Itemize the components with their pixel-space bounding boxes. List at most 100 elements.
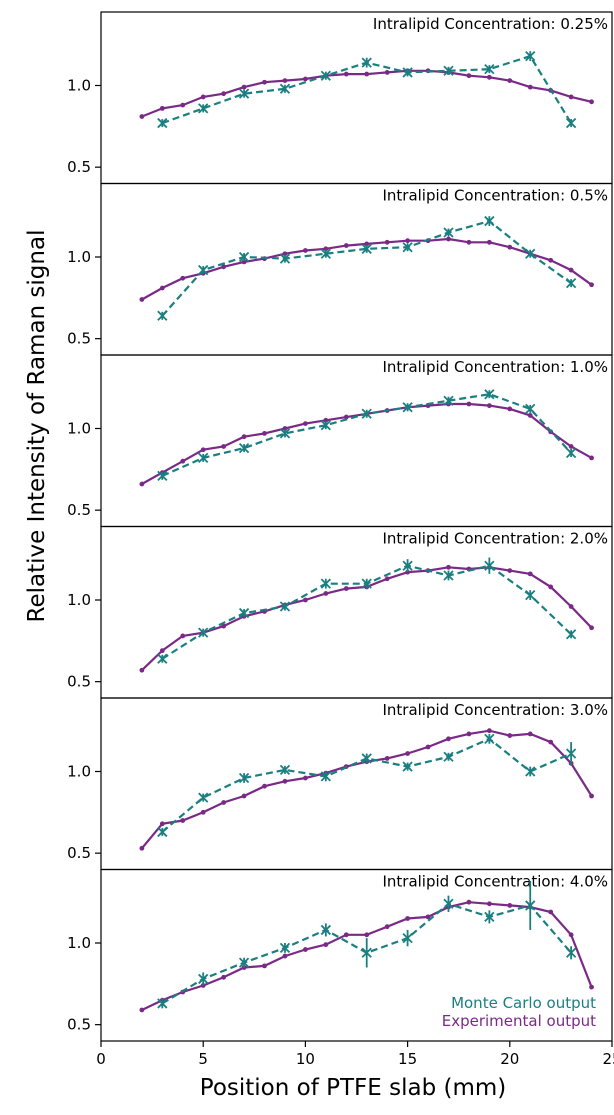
marker-experimental (221, 444, 227, 449)
y-tick-label: 0.5 (67, 330, 91, 348)
marker-monte-carlo (525, 403, 536, 415)
marker-monte-carlo (565, 748, 577, 759)
marker-experimental (507, 568, 513, 573)
marker-experimental (405, 751, 410, 756)
marker-experimental (405, 238, 410, 244)
marker-experimental (262, 963, 267, 969)
panel-2: 0.5 1.0 Intralipid Concentration: 0.5% (67, 182, 613, 356)
marker-experimental (568, 444, 574, 449)
y-tick-label: 1.0 (67, 420, 91, 438)
marker-monte-carlo (361, 753, 372, 764)
marker-experimental (486, 74, 492, 80)
marker-experimental (282, 78, 288, 83)
marker-experimental (139, 1007, 145, 1013)
panel-plot-area (139, 50, 594, 129)
marker-experimental (384, 239, 390, 245)
legend: Monte Carlo output Experimental output (442, 994, 596, 1030)
series-line-monte-carlo (161, 737, 572, 833)
marker-monte-carlo (157, 653, 168, 664)
marker-monte-carlo (484, 911, 495, 923)
panel-frame (100, 868, 613, 1042)
marker-experimental (200, 447, 206, 453)
marker-experimental (589, 793, 594, 799)
y-tick-label: 1.0 (67, 934, 91, 952)
marker-monte-carlo (320, 70, 331, 81)
marker-experimental (139, 297, 145, 302)
marker-experimental (486, 901, 492, 907)
marker-experimental (466, 899, 472, 905)
marker-experimental (139, 667, 145, 673)
marker-experimental (507, 244, 513, 250)
x-axis: 0 5 10 15 20 25 (96, 1041, 614, 1068)
marker-experimental (384, 924, 390, 930)
marker-experimental (343, 71, 349, 77)
marker-monte-carlo (279, 428, 291, 439)
marker-experimental (241, 84, 247, 90)
panel-plot-area (139, 389, 594, 487)
marker-experimental (589, 455, 594, 461)
marker-monte-carlo (198, 792, 209, 803)
marker-monte-carlo (157, 310, 168, 321)
marker-monte-carlo (402, 932, 413, 944)
marker-monte-carlo (279, 601, 291, 612)
panel-title: Intralipid Concentration: 2.0% (382, 530, 608, 548)
panel-6: 0.5 1.0 Intralipid Concentration: 4.0% (67, 868, 613, 1042)
y-tick-label: 1.0 (67, 763, 91, 781)
marker-monte-carlo (361, 578, 372, 589)
marker-experimental (323, 246, 329, 252)
panel-plot-area (139, 728, 594, 851)
panel-title: Intralipid Concentration: 1.0% (382, 358, 608, 376)
marker-experimental (180, 458, 186, 464)
marker-monte-carlo (157, 998, 168, 1009)
marker-monte-carlo (443, 395, 454, 406)
panel-frame (100, 525, 613, 699)
y-tick-label: 0.5 (67, 844, 91, 862)
marker-monte-carlo (238, 88, 250, 99)
marker-monte-carlo (279, 253, 291, 264)
marker-experimental (589, 282, 594, 288)
marker-monte-carlo (320, 771, 331, 782)
marker-experimental (180, 818, 186, 823)
marker-monte-carlo (484, 215, 495, 227)
marker-experimental (241, 793, 247, 799)
y-tick-label: 1.0 (67, 591, 91, 609)
marker-monte-carlo (361, 57, 372, 68)
marker-monte-carlo (402, 67, 413, 78)
y-axis-title: Relative Intensity of Raman signal (24, 230, 50, 623)
marker-monte-carlo (361, 243, 372, 254)
marker-monte-carlo (157, 470, 168, 482)
marker-experimental (527, 413, 533, 418)
series-line-experimental (141, 69, 592, 118)
marker-experimental (303, 947, 308, 952)
marker-monte-carlo (238, 251, 250, 263)
marker-experimental (446, 736, 451, 742)
marker-monte-carlo (198, 103, 209, 114)
panel-title: Intralipid Concentration: 0.25% (373, 15, 608, 33)
x-tick-label: 15 (398, 1050, 417, 1068)
marker-experimental (303, 248, 308, 253)
marker-experimental (180, 102, 186, 108)
panel-plot-area (139, 880, 594, 1013)
marker-experimental (323, 417, 329, 423)
marker-monte-carlo (565, 947, 577, 958)
marker-experimental (282, 251, 288, 257)
marker-experimental (466, 239, 472, 245)
marker-monte-carlo (361, 408, 372, 419)
marker-experimental (507, 903, 513, 908)
marker-experimental (486, 728, 492, 734)
marker-experimental (446, 564, 451, 570)
marker-experimental (589, 984, 594, 990)
marker-monte-carlo (402, 402, 413, 413)
marker-monte-carlo (320, 248, 331, 259)
marker-experimental (303, 421, 308, 426)
marker-monte-carlo (157, 826, 168, 838)
marker-experimental (139, 481, 145, 487)
marker-experimental (303, 775, 308, 781)
panel-title: Intralipid Concentration: 3.0% (382, 701, 608, 719)
marker-monte-carlo (443, 570, 454, 581)
marker-experimental (548, 739, 554, 745)
marker-experimental (466, 401, 472, 407)
marker-experimental (241, 259, 247, 265)
marker-experimental (282, 778, 288, 784)
